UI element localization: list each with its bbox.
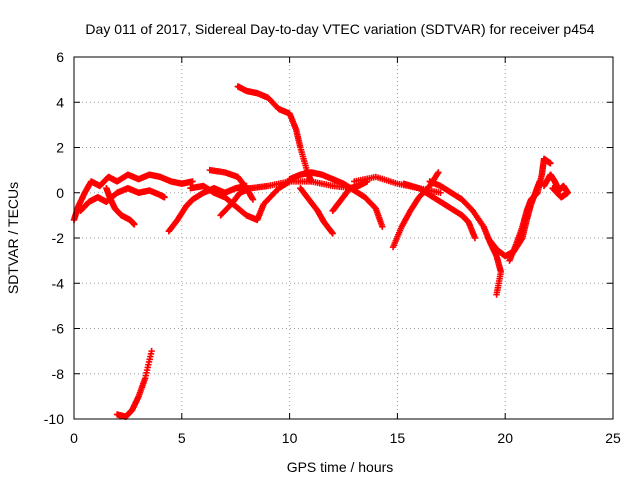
series-arc-3: [103, 185, 138, 228]
data-point: [493, 291, 500, 298]
series-arc-4: [113, 347, 155, 420]
data-point: [547, 160, 554, 167]
data-point: [328, 229, 336, 236]
y-tick-label: -8: [52, 366, 65, 382]
x-axis-label: GPS time / hours: [287, 459, 394, 475]
data-point: [435, 169, 442, 176]
series-arc-16: [426, 178, 505, 298]
series-arc-10: [286, 169, 386, 230]
x-tick-label: 0: [70, 430, 78, 446]
y-axis-label: SDTVAR / TECUs: [5, 182, 21, 294]
data-point: [549, 185, 556, 192]
y-tick-label: 4: [56, 94, 64, 110]
data-point: [437, 189, 444, 196]
x-tick-label: 5: [178, 430, 186, 446]
series-arc-19: [540, 171, 571, 201]
series-arc-15: [400, 180, 479, 242]
data-point: [329, 230, 336, 237]
y-tick-label: 0: [56, 185, 64, 201]
x-tick-label: 15: [390, 430, 406, 446]
data-point: [471, 234, 479, 242]
series-arc-11: [297, 185, 336, 237]
x-tick-label: 10: [282, 430, 298, 446]
series-arc-18: [506, 155, 554, 264]
y-tick-label: -2: [52, 230, 65, 246]
data-point: [249, 196, 257, 203]
y-tick-label: 6: [56, 49, 64, 65]
data-point: [189, 178, 196, 185]
data-point: [148, 347, 155, 355]
data-point: [307, 178, 315, 185]
data-point: [131, 221, 138, 228]
data-point: [161, 194, 168, 201]
series-arc-2: [77, 185, 168, 215]
x-tick-label: 20: [497, 430, 513, 446]
ticks: 0 5 10 15 20 25 -10 -8 -6 -4 -2 0 2 4 6: [44, 49, 621, 446]
data-point: [379, 223, 386, 230]
y-tick-label: -4: [52, 275, 65, 291]
x-tick-label: 25: [605, 430, 621, 446]
data-layer: [70, 83, 571, 420]
y-tick-label: -10: [44, 411, 64, 427]
y-tick-label: 2: [56, 140, 64, 156]
chart-title: Day 011 of 2017, Sidereal Day-to-day VTE…: [85, 21, 594, 37]
data-point: [550, 185, 557, 193]
y-tick-label: -6: [52, 321, 65, 337]
series-arc-1: [70, 171, 196, 224]
